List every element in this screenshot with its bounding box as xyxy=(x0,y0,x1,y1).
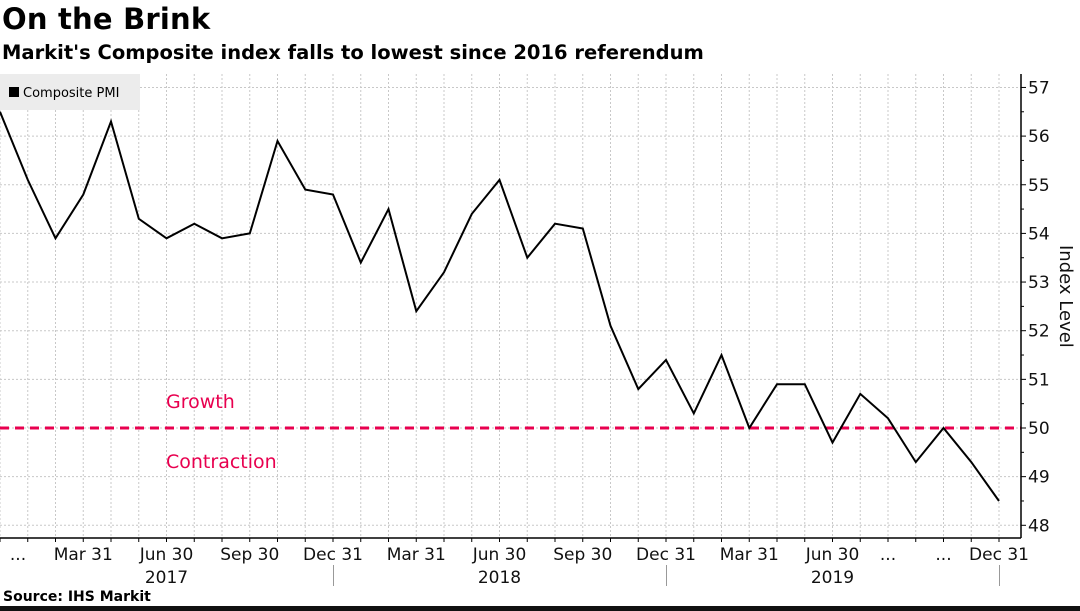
y-tick-label: 51 xyxy=(1028,370,1050,390)
y-tick-label: 52 xyxy=(1028,322,1050,342)
x-tick-label: Sep 30 xyxy=(553,545,612,565)
grid-lines xyxy=(0,74,1021,538)
y-tick-label: 54 xyxy=(1028,224,1050,244)
x-tick-label: ... xyxy=(935,545,951,565)
legend: Composite PMI xyxy=(0,74,140,110)
x-tick-label: Jun 30 xyxy=(139,545,194,565)
x-year-label: 2017 xyxy=(145,568,188,588)
chart-subtitle: Markit's Composite index falls to lowest… xyxy=(2,41,704,64)
y-tick-label: 50 xyxy=(1028,419,1050,439)
y-tick-label: 49 xyxy=(1028,468,1050,488)
x-tick-label: Sep 30 xyxy=(220,545,279,565)
annotation-contraction: Contraction xyxy=(166,451,277,473)
y-tick-label: 48 xyxy=(1028,516,1050,536)
chart-title: On the Brink xyxy=(2,2,211,36)
x-tick-label: ... xyxy=(10,545,26,565)
x-tick-label: Jun 30 xyxy=(472,545,527,565)
x-axis: ... Mar 31 Jun 30 Sep 30 Dec 31 Mar 31 Jun 30 S… xyxy=(0,537,1029,588)
x-year-label: 2019 xyxy=(811,568,854,588)
legend-swatch xyxy=(9,87,19,97)
y-tick-label: 55 xyxy=(1028,176,1050,196)
x-tick-label: Jun 30 xyxy=(805,545,860,565)
x-tick-label: Dec 31 xyxy=(303,545,363,565)
x-tick-label: ... xyxy=(880,545,896,565)
bottom-bar xyxy=(0,606,1080,611)
legend-label: Composite PMI xyxy=(23,86,119,101)
x-tick-label: Dec 31 xyxy=(969,545,1029,565)
annotation-growth: Growth xyxy=(166,391,235,413)
x-year-label: 2018 xyxy=(478,568,521,588)
y-axis-label: Index Level xyxy=(1055,245,1076,348)
y-tick-label: 53 xyxy=(1028,273,1050,293)
series-group xyxy=(0,111,1000,502)
series-line-composite-pmi xyxy=(0,111,1000,502)
x-tick-label: Mar 31 xyxy=(387,545,446,565)
x-tick-label: Dec 31 xyxy=(636,545,696,565)
source-note: Source: IHS Markit xyxy=(3,589,151,605)
y-tick-label: 57 xyxy=(1028,78,1050,98)
x-tick-label: Mar 31 xyxy=(720,545,779,565)
y-tick-label: 56 xyxy=(1028,127,1050,147)
legend-background xyxy=(0,74,140,110)
x-tick-label: Mar 31 xyxy=(54,545,113,565)
y-axis: 48 49 50 51 52 53 54 55 56 57 xyxy=(1020,74,1050,538)
